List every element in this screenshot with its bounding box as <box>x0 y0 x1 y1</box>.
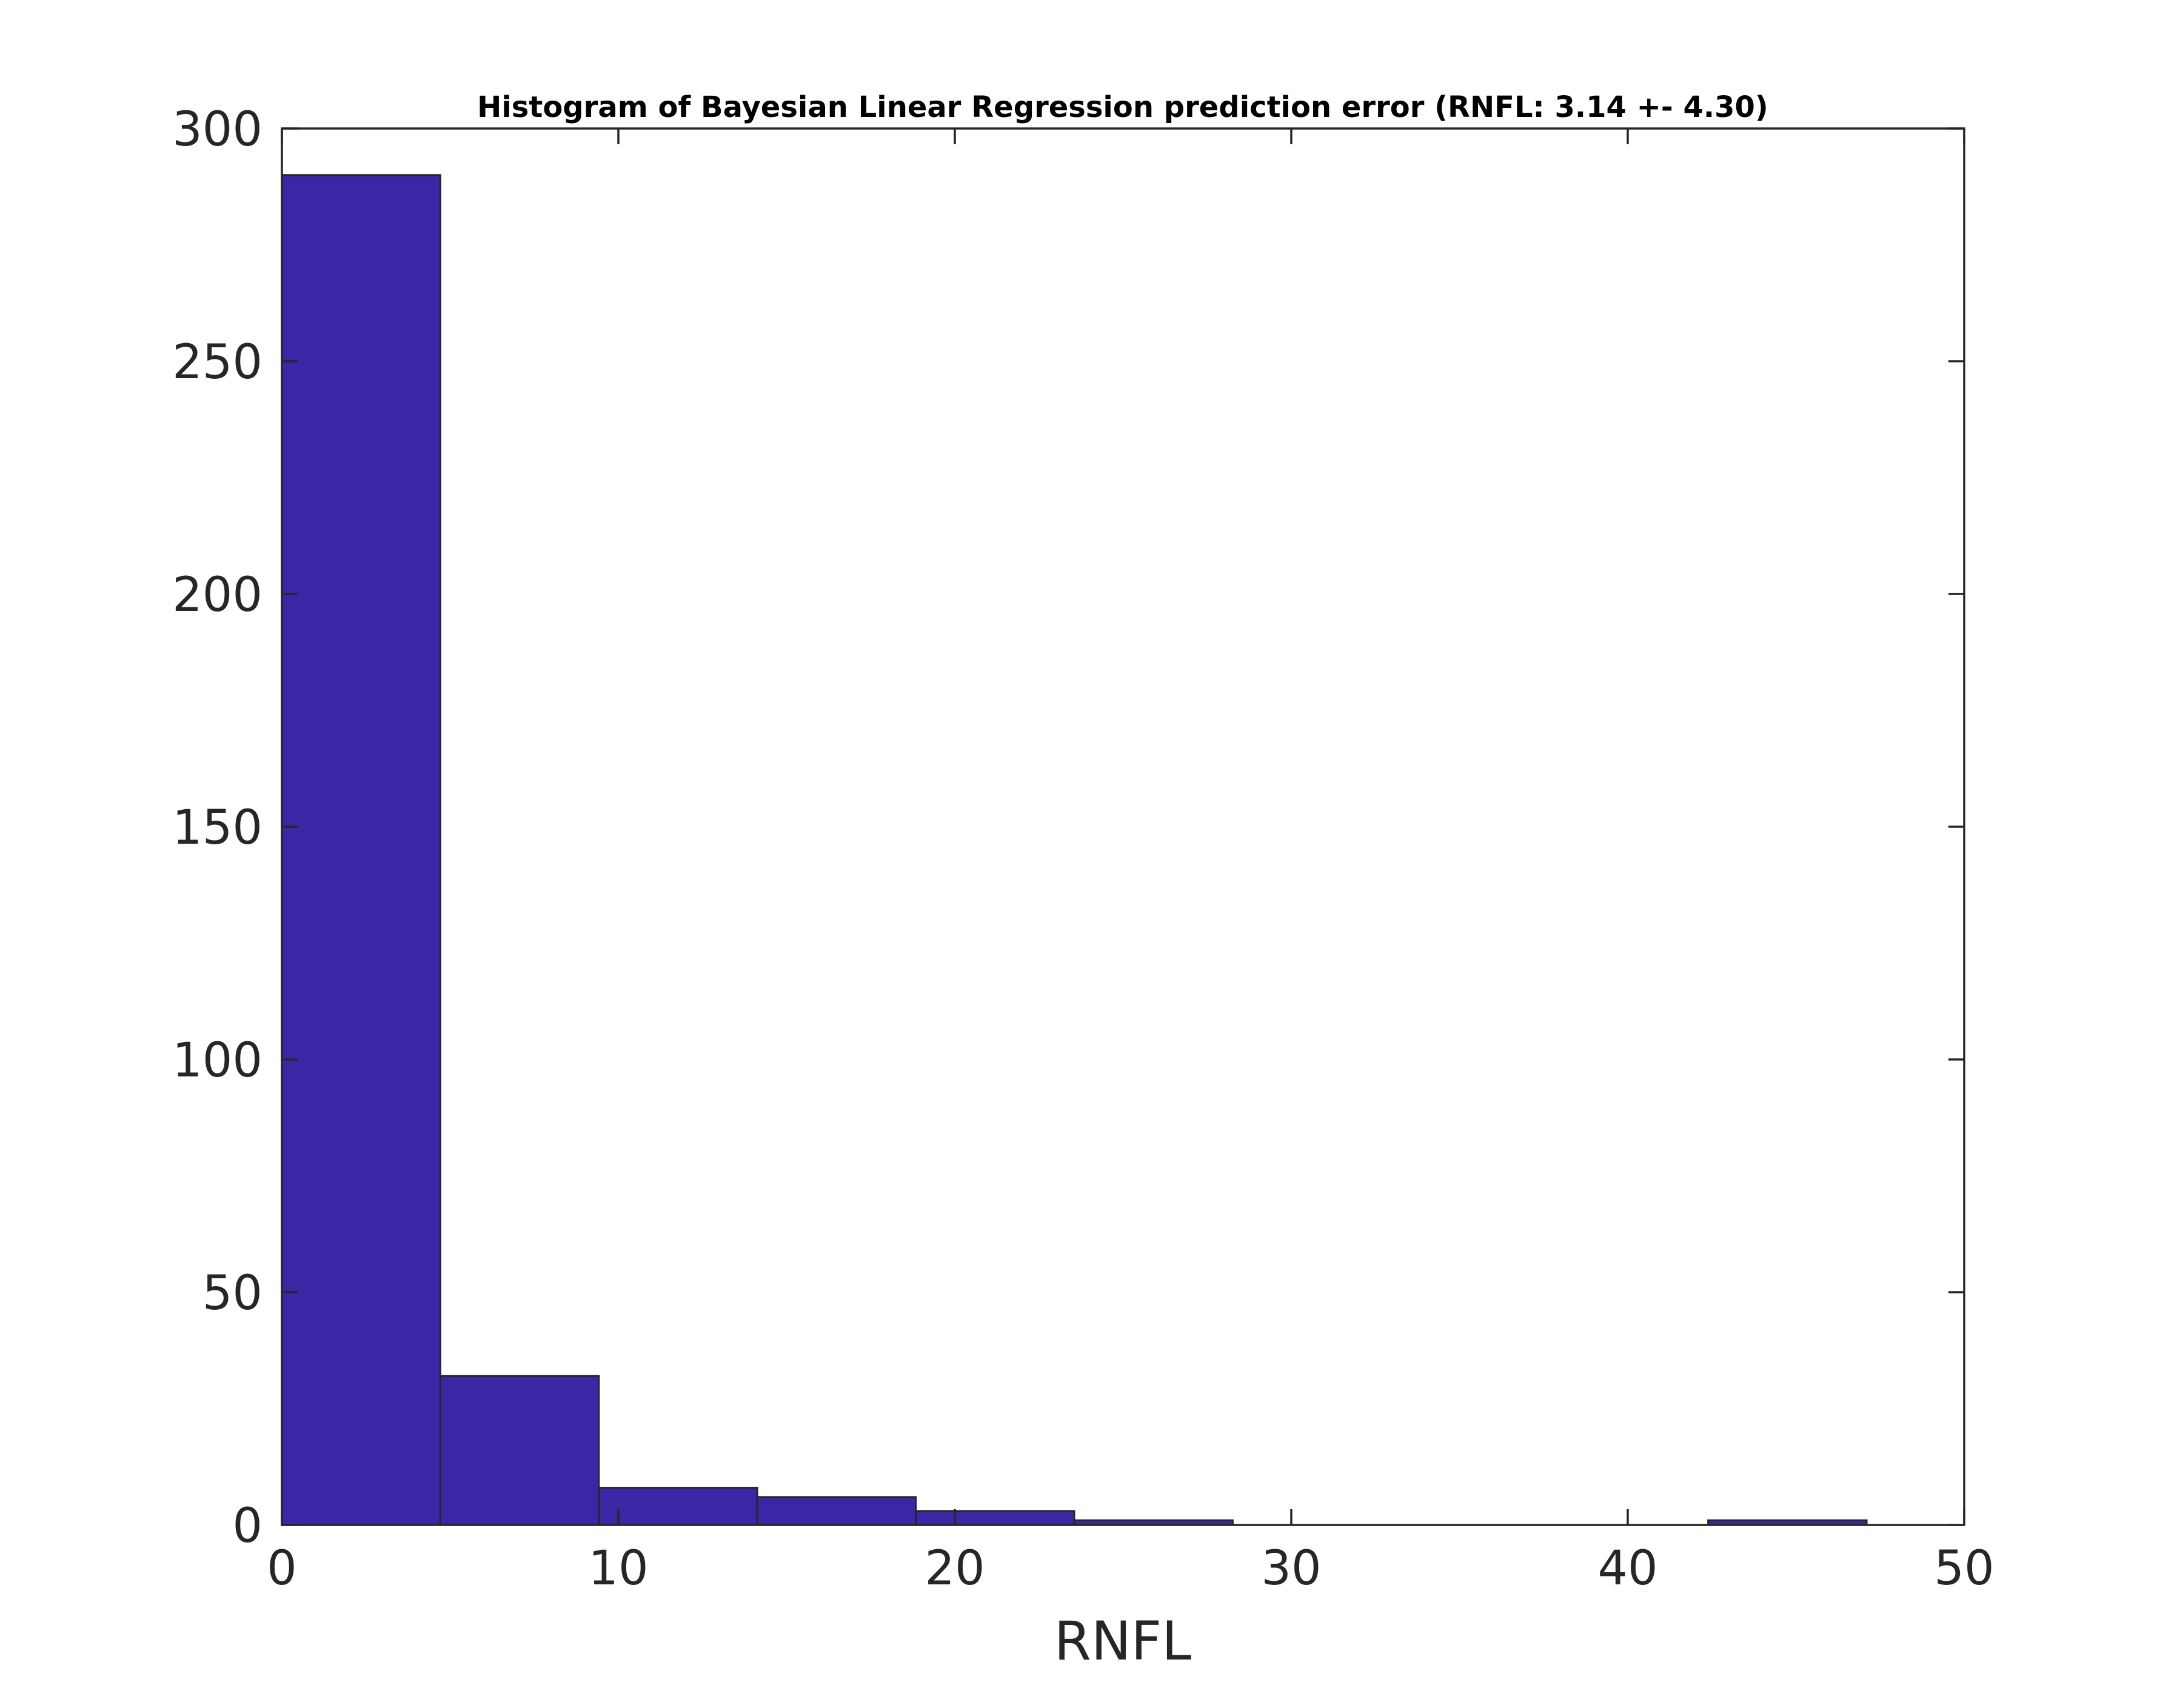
y-tick-label: 250 <box>172 335 262 390</box>
histogram-bar <box>598 1487 758 1526</box>
plot-frame <box>281 127 1965 1526</box>
axes-group: 0 10 20 30 40 50 0 50 100 150 200 250 300 <box>172 102 1994 1596</box>
histogram-bar <box>915 1510 1075 1526</box>
bars-group <box>281 174 1868 1526</box>
y-tick-label: 0 <box>232 1499 262 1553</box>
x-tick-label: 20 <box>925 1541 985 1596</box>
chart-title: Histogram of Bayesian Linear Regression … <box>477 90 1768 124</box>
histogram-bar <box>756 1496 917 1526</box>
histogram-bar <box>439 1375 600 1526</box>
y-tick-label: 300 <box>172 102 262 157</box>
x-tick-label: 30 <box>1261 1541 1321 1596</box>
y-tick-label: 200 <box>172 568 262 622</box>
x-tick-label: 50 <box>1934 1541 1994 1596</box>
y-tick-label: 100 <box>172 1033 262 1088</box>
x-axis-label: RNFL <box>1054 1610 1192 1672</box>
x-tick-label: 40 <box>1597 1541 1657 1596</box>
x-tick-label: 0 <box>267 1541 297 1596</box>
histogram-bar <box>281 174 441 1526</box>
y-tick-label: 150 <box>172 801 262 855</box>
x-tick-label: 10 <box>588 1541 648 1596</box>
y-tick-label: 50 <box>202 1266 262 1321</box>
